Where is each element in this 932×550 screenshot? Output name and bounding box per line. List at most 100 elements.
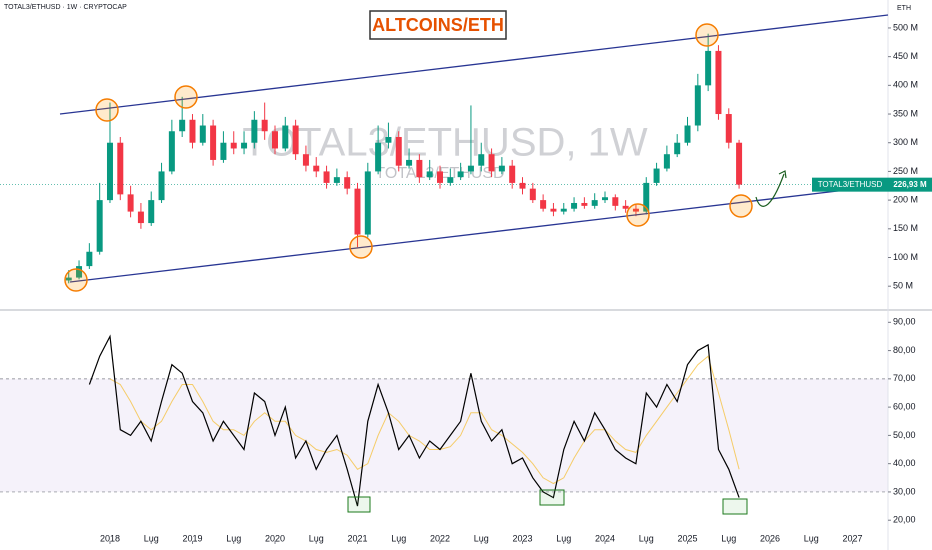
candle-body — [725, 114, 732, 143]
candle-body — [179, 119, 186, 132]
x-tick-label: Lug — [804, 533, 819, 543]
circle-marker — [626, 203, 650, 227]
axis-layer: 500 M 450 M 400 M 350 M 300 M 250 M 200 M 150 M… — [100, 22, 932, 544]
x-tick-label: Lug — [556, 533, 571, 543]
price-label: 226,93 M — [893, 180, 927, 189]
x-tick-label: Lug — [391, 533, 406, 543]
x-tick-label: 2023 — [512, 533, 532, 543]
x-tick-label: Lug — [226, 533, 241, 543]
circle-marker — [695, 23, 719, 47]
candle-body — [540, 200, 547, 209]
series-tag — [812, 177, 888, 192]
x-tick-label: 2025 — [677, 533, 697, 543]
candle-body — [571, 202, 578, 209]
x-tick-label: Lug — [721, 533, 736, 543]
circle-marker — [174, 85, 198, 109]
candle-body — [395, 136, 402, 166]
candle-body — [674, 142, 681, 155]
projection-arrow — [755, 173, 785, 207]
rsi-line — [109, 355, 740, 485]
candle-body — [210, 125, 217, 160]
x-tick-label: 2019 — [182, 533, 202, 543]
candle-body — [127, 194, 134, 212]
candle-body — [323, 171, 330, 183]
candle-body — [199, 125, 206, 143]
rsi-box — [722, 498, 748, 515]
x-tick-label: Lug — [144, 533, 159, 543]
candle-body — [76, 266, 83, 278]
y-tick-label: 250 M — [893, 166, 918, 176]
rsi-line — [88, 334, 740, 507]
series-name: TOTAL3/ETHUSD — [818, 180, 883, 189]
symbol-info: TOTAL3/ETHUSD · 1W · CRYPTOCAP — [4, 4, 127, 11]
candle-body — [271, 131, 278, 149]
circle-marker — [349, 235, 373, 259]
y-tick-label: 30,00 — [893, 486, 916, 496]
circle-marker — [95, 98, 119, 122]
price-tag — [888, 177, 932, 192]
candle-body — [96, 200, 103, 252]
upper-trendline — [59, 14, 889, 115]
candle-body — [344, 177, 351, 189]
candle-body — [261, 119, 268, 132]
x-tick-label: 2026 — [760, 533, 780, 543]
candle-body — [230, 142, 237, 149]
candle-body — [364, 171, 371, 235]
y-tick-label: 50 M — [893, 281, 913, 291]
candle-body — [282, 125, 289, 149]
rsi-band — [0, 378, 888, 492]
candle-body — [457, 171, 464, 178]
y-tick-label: 400 M — [893, 80, 918, 90]
y-tick-label: 90,00 — [893, 317, 916, 327]
candle-body — [602, 197, 609, 201]
candle-body — [684, 125, 691, 143]
candle-body — [478, 154, 485, 166]
candle-body — [694, 85, 701, 126]
candle-body — [158, 171, 165, 201]
y-tick-label: 150 M — [893, 223, 918, 233]
y-tick-label: 60,00 — [893, 401, 916, 411]
candle-body — [612, 197, 619, 206]
candle-body — [117, 142, 124, 195]
circle-marker — [729, 194, 753, 218]
axis-unit: ETH — [897, 5, 911, 12]
y-tick-label: 40,00 — [893, 458, 916, 468]
candle-body — [241, 142, 248, 149]
candle-body — [292, 125, 299, 155]
candle-body — [354, 188, 361, 235]
candle-body — [550, 208, 557, 212]
chart-title: ALTCOINS/ETH — [372, 15, 504, 35]
x-tick-label: 2021 — [347, 533, 367, 543]
candle-body — [509, 165, 516, 183]
candle-body — [106, 142, 113, 201]
candle-body — [529, 188, 536, 201]
y-tick-label: 350 M — [893, 108, 918, 118]
candle-body — [488, 154, 495, 172]
y-tick-label: 500 M — [893, 22, 918, 32]
candle-body — [220, 142, 227, 160]
plot — [65, 33, 743, 507]
candle-body — [653, 168, 660, 183]
circle-marker — [64, 268, 88, 292]
x-tick-label: Lug — [309, 533, 324, 543]
candle-body — [581, 202, 588, 206]
x-tick-label: 2027 — [843, 533, 863, 543]
rsi-box — [539, 489, 565, 506]
candle-body — [632, 208, 639, 212]
candle-body — [560, 208, 567, 212]
candle-body — [663, 154, 670, 169]
candle-body — [137, 211, 144, 224]
candle-body — [148, 200, 155, 224]
candle-body — [498, 165, 505, 172]
title-box — [369, 10, 507, 40]
arrow-head — [778, 170, 787, 179]
candle-body — [385, 136, 392, 143]
y-tick-label: 100 M — [893, 252, 918, 262]
candle-body — [168, 131, 175, 172]
y-tick-label: 50,00 — [893, 430, 916, 440]
candle-body — [715, 50, 722, 115]
x-tick-label: Lug — [639, 533, 654, 543]
candle-body — [447, 177, 454, 183]
